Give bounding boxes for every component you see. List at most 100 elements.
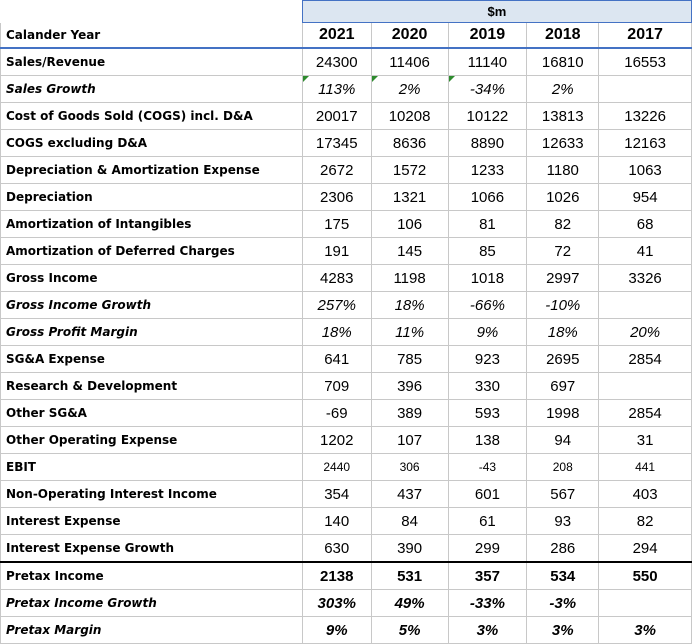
- value-cell: 1018: [447, 264, 528, 292]
- value-cell: 2672: [301, 156, 372, 184]
- value-cell: 82: [598, 507, 692, 535]
- value-cell: 1572: [370, 156, 449, 184]
- value-cell: 697: [526, 372, 600, 400]
- table-row: Sales/Revenue 24300 11406 11140 16810 16553: [0, 47, 692, 76]
- value-cell: 630: [301, 534, 372, 563]
- value-cell: 354: [301, 480, 372, 508]
- row-label: EBIT: [0, 453, 303, 481]
- value-cell: 12633: [526, 129, 600, 157]
- value-cell: 49%: [370, 589, 449, 617]
- value-cell: 31: [598, 426, 692, 454]
- value-cell: 3%: [447, 616, 528, 644]
- value-cell: -43: [447, 453, 528, 481]
- value-cell: 10208: [370, 102, 449, 130]
- value-cell: 17345: [301, 129, 372, 157]
- table-row: Amortization of Deferred Charges 191 145 85…: [0, 237, 692, 265]
- year-header: 2020: [370, 22, 449, 49]
- value-cell: [598, 589, 692, 617]
- value-cell: 18%: [370, 291, 449, 319]
- value-cell: 191: [301, 237, 372, 265]
- value-cell: 8890: [447, 129, 528, 157]
- table-row: Interest Expense 140 84 61 93 82: [0, 507, 692, 535]
- value-cell: 303%: [301, 589, 372, 617]
- value-cell: 16810: [526, 47, 600, 76]
- value-cell: 3%: [598, 616, 692, 644]
- value-cell: 94: [526, 426, 600, 454]
- value-cell: 12163: [598, 129, 692, 157]
- value-cell: 2997: [526, 264, 600, 292]
- value-cell: 299: [447, 534, 528, 563]
- table-row: Cost of Goods Sold (COGS) incl. D&A 20017…: [0, 102, 692, 130]
- value-cell: 389: [370, 399, 449, 427]
- table-row: Other SG&A -69 389 593 1998 2854: [0, 399, 692, 427]
- row-label: Other SG&A: [0, 399, 303, 427]
- year-header: 2019: [447, 22, 528, 49]
- row-label: Sales Growth: [0, 75, 303, 103]
- value-cell: 106: [370, 210, 449, 238]
- value-cell: 1026: [526, 183, 600, 211]
- value-cell: [598, 75, 692, 103]
- table-row: SG&A Expense 641 785 923 2695 2854: [0, 345, 692, 373]
- value-cell: 1321: [370, 183, 449, 211]
- value-cell: 1180: [526, 156, 600, 184]
- value-cell: 8636: [370, 129, 449, 157]
- row-label: Gross Income Growth: [0, 291, 303, 319]
- year-header: 2021: [301, 22, 372, 49]
- value-cell: 81: [447, 210, 528, 238]
- value-cell: [598, 291, 692, 319]
- value-cell: 357: [447, 561, 528, 590]
- value-cell: [598, 372, 692, 400]
- table-row: Non-Operating Interest Income 354 437 601 56…: [0, 480, 692, 508]
- row-label: Cost of Goods Sold (COGS) incl. D&A: [0, 102, 303, 130]
- table-row: EBIT 2440 306 -43 208 441: [0, 453, 692, 481]
- value-cell: 441: [598, 453, 692, 481]
- value-cell: -34%: [447, 75, 528, 103]
- value-cell: 11406: [370, 47, 449, 76]
- table-row: Sales Growth 113% 2% -34% 2%: [0, 75, 692, 103]
- value-cell: 550: [598, 561, 692, 590]
- value-cell: 1198: [370, 264, 449, 292]
- value-cell: 531: [370, 561, 449, 590]
- table-row: COGS excluding D&A 17345 8636 8890 12633 1216…: [0, 129, 692, 157]
- row-label: COGS excluding D&A: [0, 129, 303, 157]
- value-cell: 18%: [526, 318, 600, 346]
- value-cell: 9%: [301, 616, 372, 644]
- year-header-row: Calander Year 2021 2020 2019 2018 2017: [0, 22, 692, 49]
- value-cell: 1233: [447, 156, 528, 184]
- value-cell: 257%: [301, 291, 372, 319]
- table-row: Gross Income 4283 1198 1018 2997 3326: [0, 264, 692, 292]
- value-cell: 1063: [598, 156, 692, 184]
- value-cell: 24300: [301, 47, 372, 76]
- value-cell: 1998: [526, 399, 600, 427]
- row-label: Depreciation: [0, 183, 303, 211]
- value-cell: 923: [447, 345, 528, 373]
- value-cell: 601: [447, 480, 528, 508]
- unit-row: $m: [1, 0, 692, 23]
- value-cell: 145: [370, 237, 449, 265]
- value-cell: 93: [526, 507, 600, 535]
- row-label: Research & Development: [0, 372, 303, 400]
- value-cell: 3%: [526, 616, 600, 644]
- unit-label: $m: [301, 0, 692, 23]
- table-row: Amortization of Intangibles 175 106 81 82 68: [0, 210, 692, 238]
- value-cell: 20%: [598, 318, 692, 346]
- value-cell: 82: [526, 210, 600, 238]
- table-row: Depreciation & Amortization Expense 2672 1…: [0, 156, 692, 184]
- row-label: Gross Income: [0, 264, 303, 292]
- row-label: Depreciation & Amortization Expense: [0, 156, 303, 184]
- value-cell: 107: [370, 426, 449, 454]
- value-cell: 18%: [301, 318, 372, 346]
- row-label: Other Operating Expense: [0, 426, 303, 454]
- value-cell: 403: [598, 480, 692, 508]
- table-row: Pretax Income 2138 531 357 534 550: [0, 561, 692, 590]
- value-cell: 11140: [447, 47, 528, 76]
- value-cell: 2854: [598, 345, 692, 373]
- value-cell: -10%: [526, 291, 600, 319]
- row-label: Gross Profit Margin: [0, 318, 303, 346]
- value-cell: 140: [301, 507, 372, 535]
- value-cell: -3%: [526, 589, 600, 617]
- value-cell: 641: [301, 345, 372, 373]
- value-cell: 20017: [301, 102, 372, 130]
